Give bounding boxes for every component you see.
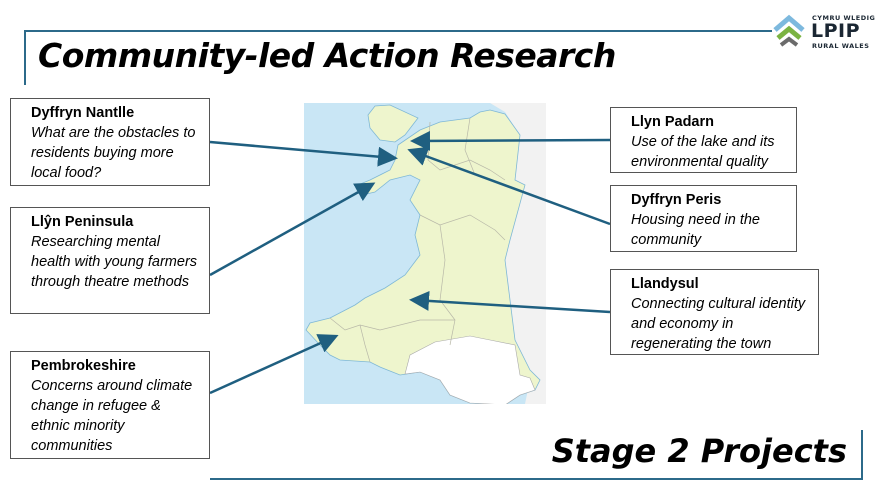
- wales-map: [304, 103, 546, 404]
- project-description: What are the obstacles to residents buyi…: [31, 125, 196, 181]
- project-name: Llyn Padarn: [631, 114, 714, 130]
- project-description: Use of the lake and its environmental qu…: [631, 134, 775, 170]
- logo-name: LPIP: [811, 20, 861, 42]
- project-description: Connecting cultural identity and economy…: [631, 296, 806, 352]
- project-box-llandysul: Llandysul Connecting cultural identity a…: [610, 269, 819, 355]
- project-box-pembrokeshire: Pembrokeshire Concerns around climate ch…: [10, 351, 210, 459]
- chevron-logo-icon: [773, 14, 805, 47]
- project-name: Llandysul: [631, 276, 699, 292]
- section-subtitle: Stage 2 Projects: [551, 432, 847, 470]
- project-description: Concerns around climate change in refuge…: [31, 378, 193, 454]
- logo-line1: CYMRU WLEDIG: [812, 14, 876, 22]
- subtitle-rule: [210, 478, 862, 480]
- project-description: Researching mental health with young far…: [31, 234, 198, 290]
- project-name: Llŷn Peninsula: [31, 214, 134, 230]
- title-rule-vertical: [24, 30, 26, 85]
- project-box-llyn-padarn: Llyn Padarn Use of the lake and its envi…: [610, 107, 797, 173]
- anglesey: [367, 104, 419, 143]
- project-name: Dyffryn Nantlle: [31, 105, 135, 121]
- project-name: Pembrokeshire: [31, 358, 136, 374]
- lpip-logo: CYMRU WLEDIG LPIP RURAL WALES: [772, 14, 876, 50]
- project-box-dyffryn-peris: Dyffryn Peris Housing need in the commun…: [610, 185, 797, 252]
- project-box-llyn-peninsula: Llŷn Peninsula Researching mental health…: [10, 207, 210, 314]
- south-wales-area: [404, 335, 536, 404]
- logo-line3: RURAL WALES: [812, 42, 870, 50]
- project-description: Housing need in the community: [631, 212, 760, 248]
- project-name: Dyffryn Peris: [631, 192, 722, 208]
- subtitle-rule-vertical: [861, 430, 863, 480]
- project-box-dyffryn-nantlle: Dyffryn Nantlle What are the obstacles t…: [10, 98, 210, 186]
- page-title: Community-led Action Research: [38, 36, 616, 75]
- title-rule: [24, 30, 772, 32]
